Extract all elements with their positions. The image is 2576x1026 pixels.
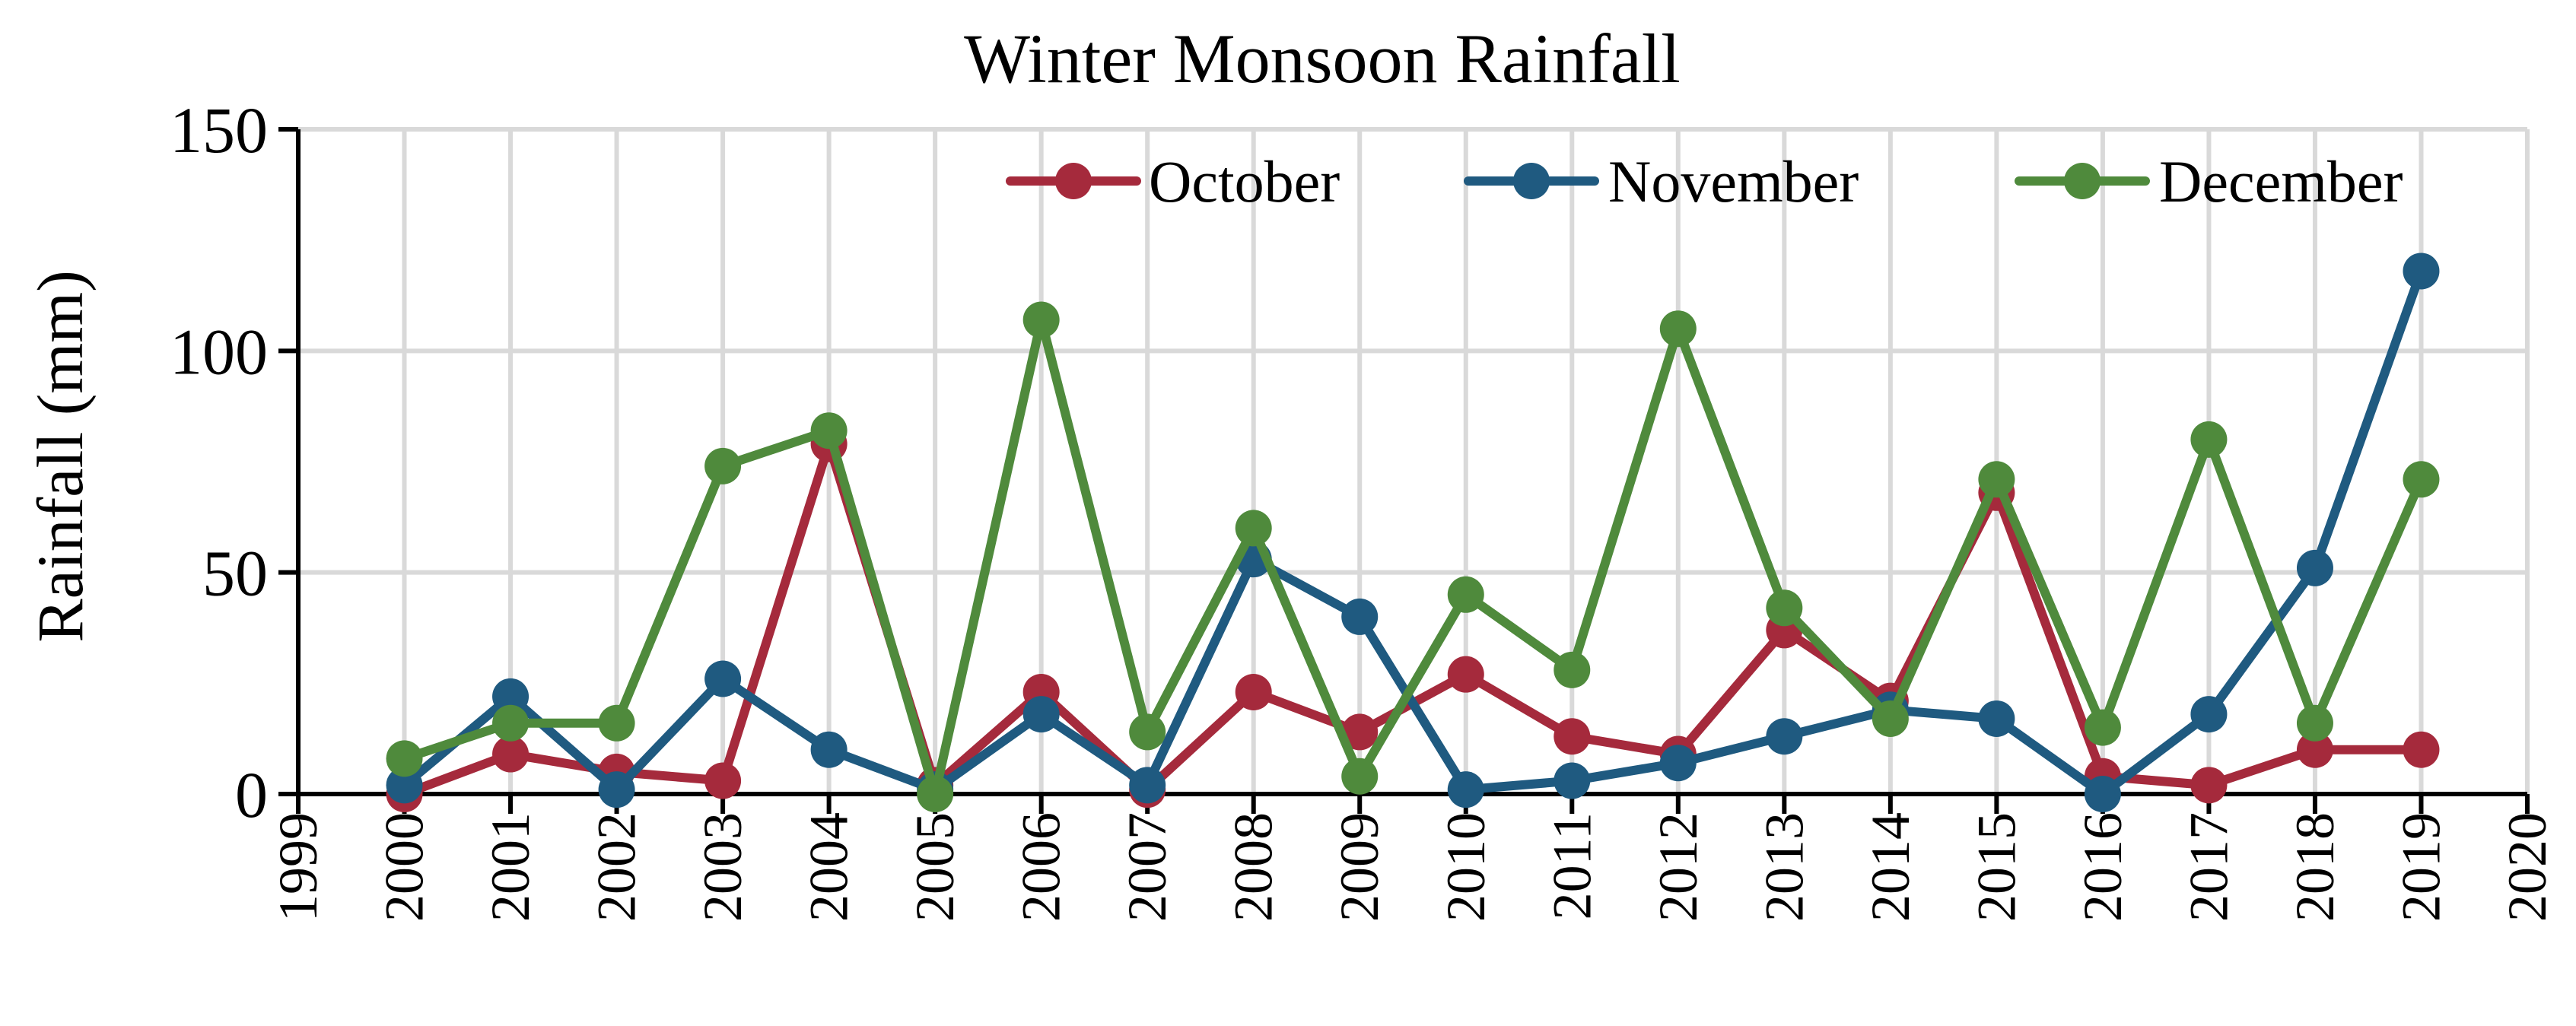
x-tick-label: 2017	[2178, 812, 2239, 922]
series-line-december	[399, 315, 2426, 799]
x-tick-label: 2011	[1541, 812, 1602, 920]
data-point-december	[704, 447, 742, 484]
data-point-december	[1659, 310, 1697, 348]
data-point-october	[492, 735, 530, 773]
data-point-november	[1447, 771, 1484, 808]
data-point-november	[1022, 696, 1060, 733]
x-tick-label: 2001	[480, 812, 541, 922]
data-point-december	[1978, 461, 2015, 498]
y-tick-label: 150	[170, 94, 268, 167]
data-point-december	[810, 412, 848, 449]
data-point-december	[1766, 589, 1803, 627]
legend-label: October	[1149, 148, 1340, 214]
data-point-november	[386, 767, 423, 804]
data-point-november	[2296, 549, 2333, 586]
data-point-december	[598, 704, 635, 742]
series-line-november	[399, 266, 2426, 799]
data-point-october	[1447, 656, 1484, 693]
data-point-november	[1341, 598, 1379, 635]
data-point-october	[2190, 767, 2228, 804]
legend: October November December	[1006, 148, 2403, 214]
legend-item-october: October	[1006, 148, 1340, 214]
x-tick-label: 2012	[1648, 812, 1709, 922]
legend-label: December	[2159, 148, 2403, 214]
axes: 0 50 100 150 1999 2000 2001 2002 2003 2004 2005 200…	[170, 94, 2558, 922]
x-tick-label: 2015	[1966, 812, 2027, 922]
legend-item-december: December	[2015, 148, 2403, 214]
legend-item-november: November	[1464, 148, 1859, 214]
data-point-december	[1235, 510, 1272, 547]
data-point-december	[917, 776, 954, 812]
data-point-december	[1554, 651, 1591, 688]
x-tick-label: 2004	[799, 812, 860, 922]
x-tick-label: 2018	[2285, 812, 2345, 922]
data-point-october	[1554, 718, 1591, 755]
data-point-november	[1659, 745, 1697, 782]
data-point-october	[704, 762, 742, 799]
x-tick-label: 2002	[587, 812, 647, 922]
data-point-november	[1766, 718, 1803, 755]
y-tick-label: 50	[202, 537, 268, 610]
y-tick-label: 100	[170, 315, 268, 388]
legend-label: November	[1608, 148, 1859, 214]
data-point-november	[1978, 700, 2015, 737]
y-tick-label: 0	[235, 758, 268, 831]
x-tick-label: 2000	[374, 812, 435, 922]
data-point-november	[704, 660, 742, 697]
chart-title: Winter Monsoon Rainfall	[964, 20, 1681, 97]
legend-swatch-marker	[1055, 163, 1092, 199]
data-point-november	[2084, 776, 2121, 812]
y-axis-label: Rainfall (mm)	[24, 270, 97, 643]
x-tick-label: 2019	[2390, 812, 2451, 922]
data-point-december	[1447, 576, 1484, 613]
x-tick-label: 1999	[268, 812, 329, 922]
series-lines	[386, 253, 2440, 812]
data-point-december	[1341, 758, 1379, 795]
data-point-november	[2403, 253, 2440, 290]
data-point-october	[1341, 713, 1379, 751]
legend-swatch-marker	[1513, 163, 1550, 199]
data-point-november	[2190, 696, 2228, 733]
data-point-november	[598, 771, 635, 808]
series-october	[386, 425, 2440, 812]
x-tick-label: 2014	[1860, 812, 1921, 922]
data-point-december	[386, 740, 423, 777]
x-tick-label: 2007	[1117, 812, 1178, 922]
data-point-november	[492, 678, 530, 715]
x-tick-label: 2009	[1329, 812, 1390, 922]
data-point-december	[1129, 713, 1166, 751]
data-point-october	[2296, 731, 2333, 768]
x-tick-label: 2005	[905, 812, 965, 922]
data-point-october	[1235, 673, 1272, 710]
data-point-december	[492, 704, 530, 742]
series-december	[386, 301, 2440, 812]
legend-swatch-marker	[2064, 163, 2101, 199]
data-point-december	[2190, 421, 2228, 458]
data-point-december	[2403, 461, 2440, 498]
x-tick-label: 2008	[1223, 812, 1284, 922]
x-tick-label: 2013	[1754, 812, 1814, 922]
x-tick-label: 2006	[1011, 812, 1072, 922]
data-point-november	[1129, 767, 1166, 804]
x-tick-label: 2016	[2072, 812, 2133, 922]
x-tick-label: 2010	[1436, 812, 1496, 922]
data-point-december	[2084, 709, 2121, 746]
data-point-november	[810, 731, 848, 768]
data-point-december	[2296, 704, 2333, 742]
data-point-december	[1872, 700, 1909, 737]
data-point-october	[2403, 731, 2440, 768]
x-tick-label: 2003	[692, 812, 753, 922]
x-tick-label: 2020	[2497, 812, 2558, 922]
data-point-december	[1022, 301, 1060, 338]
data-point-november	[1554, 762, 1591, 799]
